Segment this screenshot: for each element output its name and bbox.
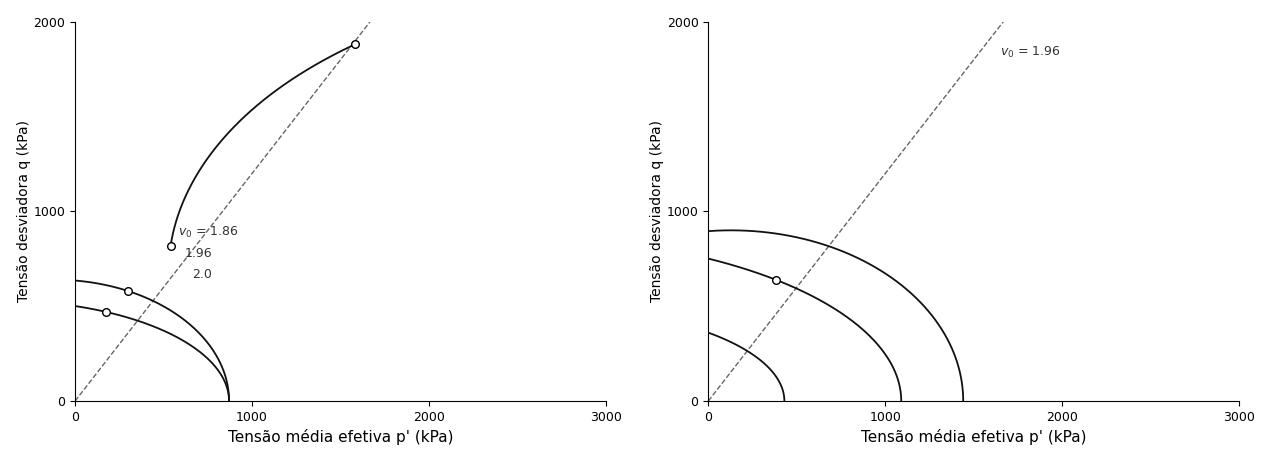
X-axis label: Tensão média efetiva p' (kPa): Tensão média efetiva p' (kPa) (861, 429, 1086, 445)
Y-axis label: Tensão desviadora q (kPa): Tensão desviadora q (kPa) (17, 121, 31, 302)
Text: $v_0$ = 1.96: $v_0$ = 1.96 (1000, 45, 1061, 60)
Text: 2.0: 2.0 (192, 268, 211, 281)
X-axis label: Tensão média efetiva p' (kPa): Tensão média efetiva p' (kPa) (228, 429, 453, 445)
Text: $v_0$ = 1.86: $v_0$ = 1.86 (178, 225, 238, 240)
Text: 1.96: 1.96 (184, 247, 212, 260)
Y-axis label: Tensão desviadora q (kPa): Tensão desviadora q (kPa) (650, 121, 664, 302)
